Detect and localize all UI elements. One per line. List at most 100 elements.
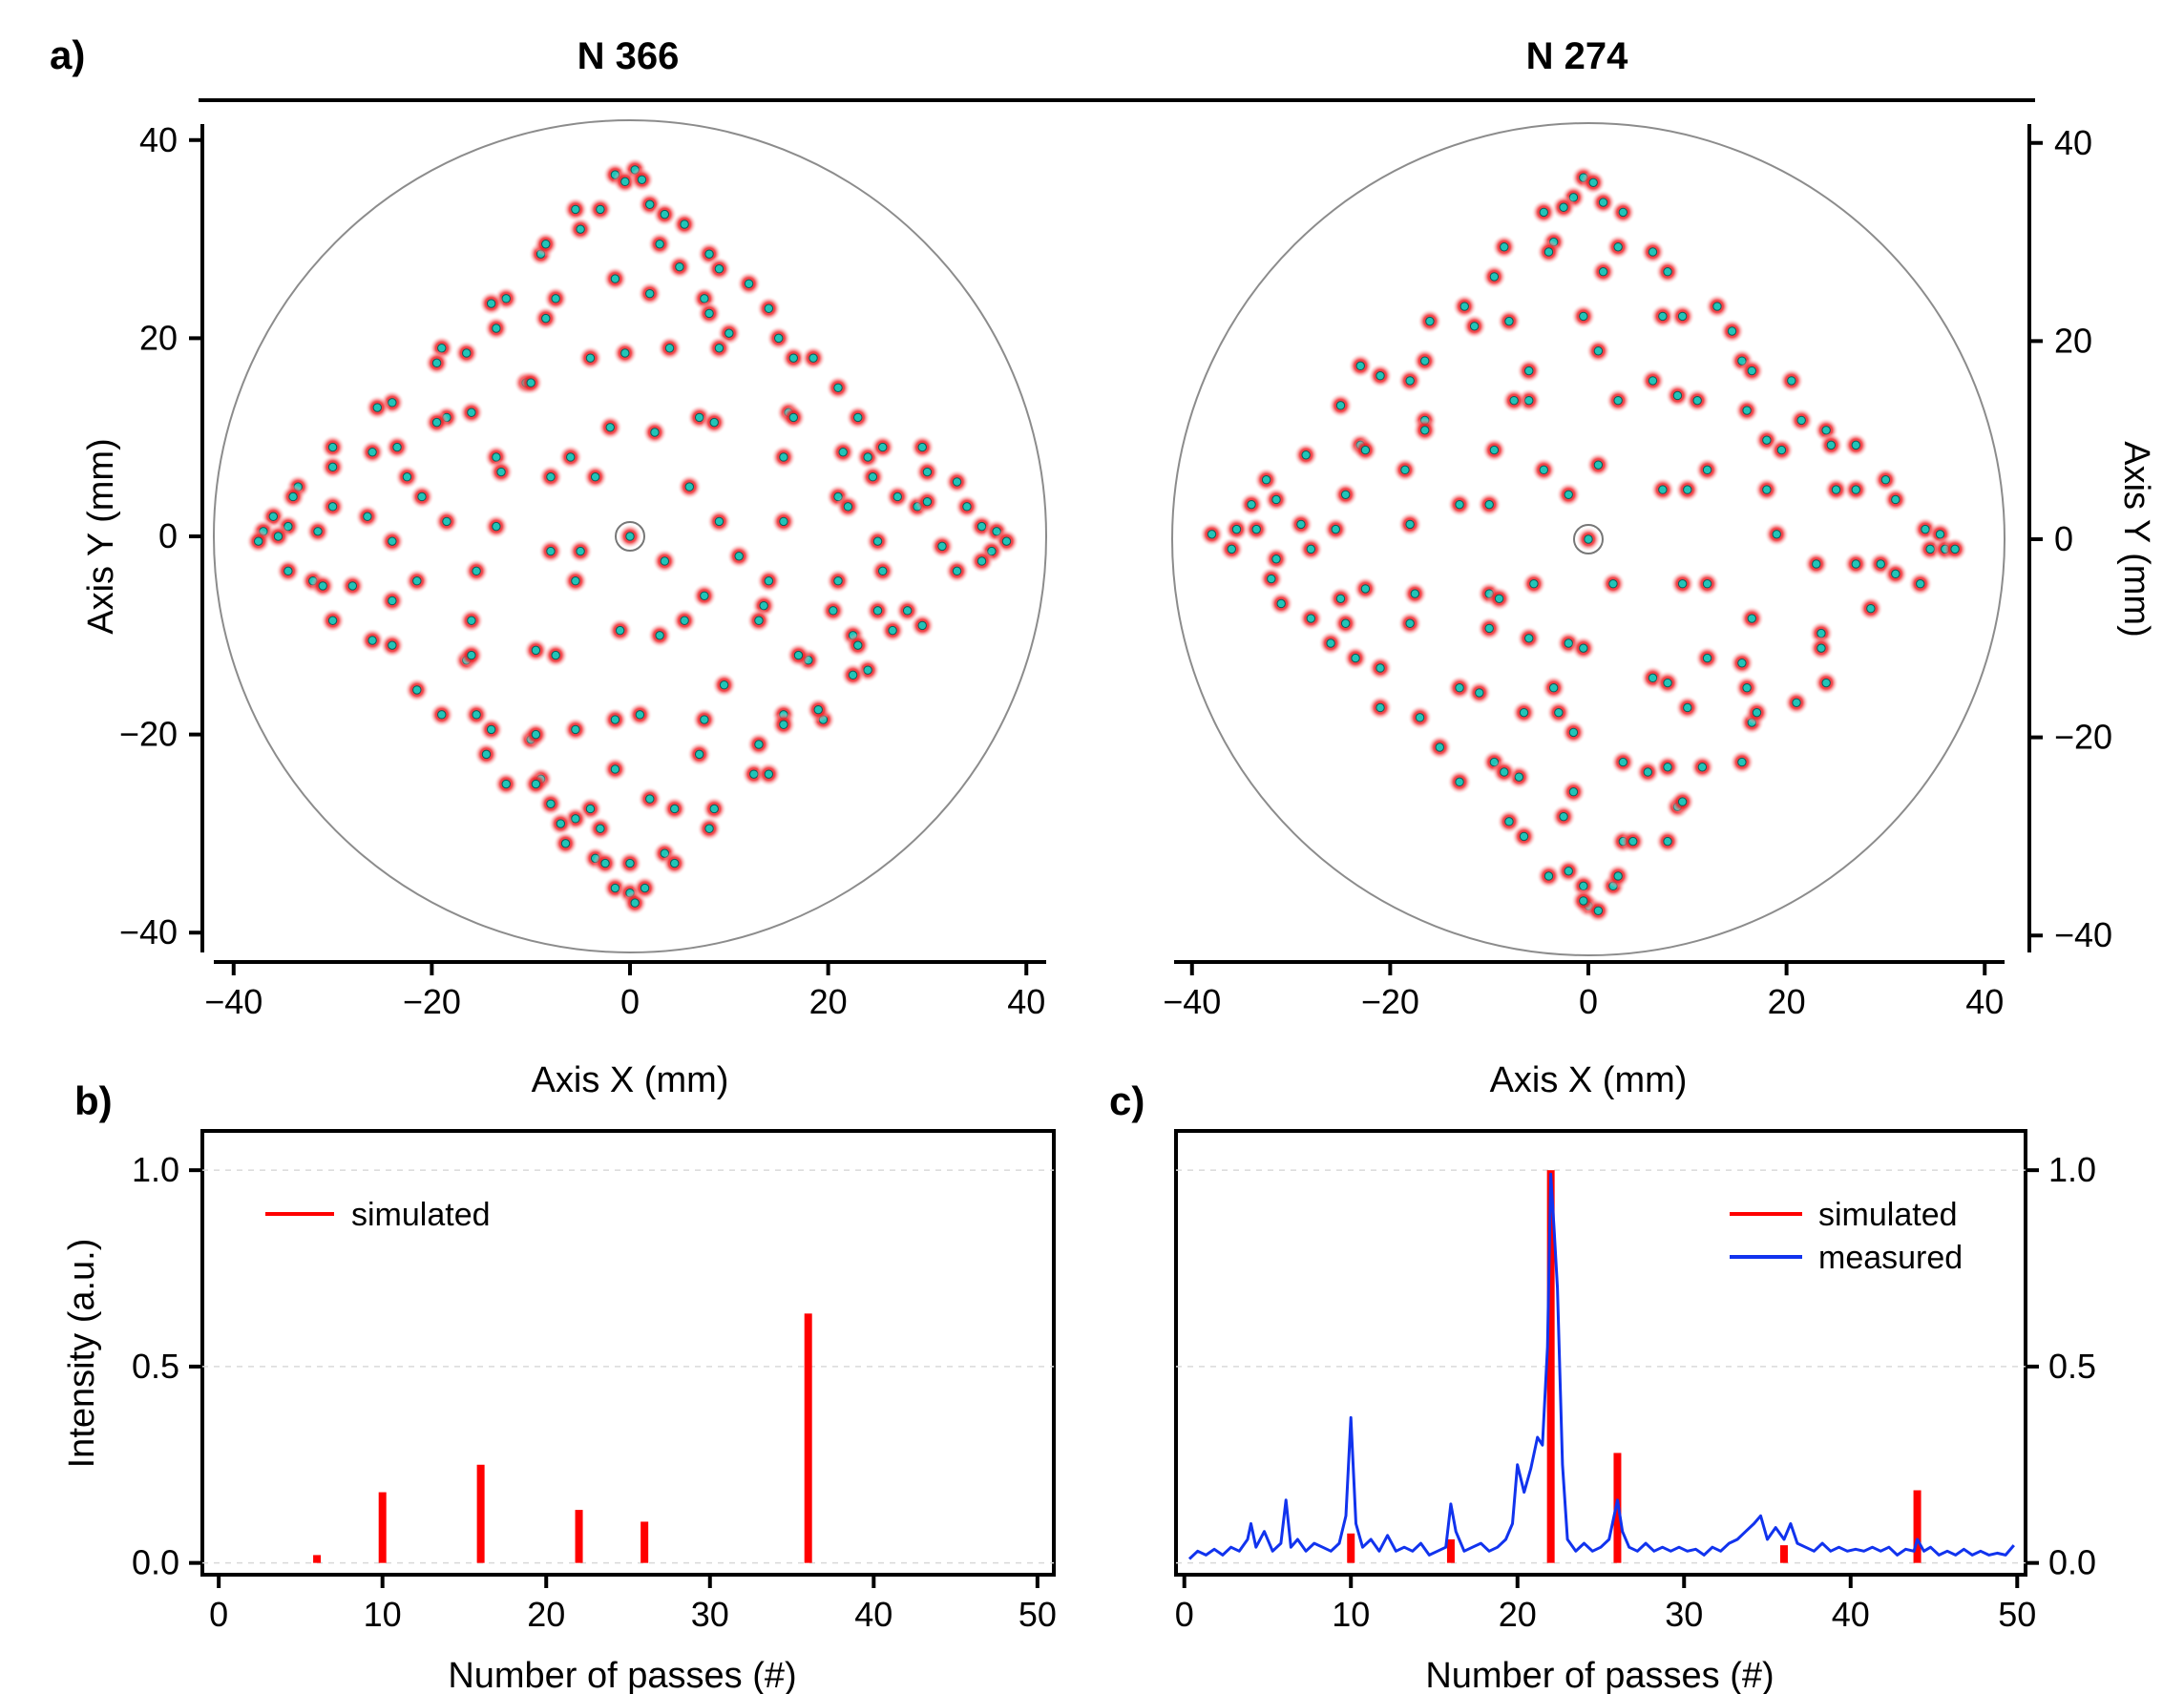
spot-left-99	[865, 529, 891, 554]
spot-core	[1500, 242, 1509, 252]
spot-core	[779, 452, 788, 462]
spot-right-90	[1353, 575, 1378, 601]
spot-right-40	[1665, 383, 1690, 408]
spot-core	[694, 749, 704, 760]
spot-core	[902, 606, 913, 616]
spot-right-95	[1600, 571, 1626, 596]
spot-core	[917, 442, 927, 452]
spot-core	[610, 274, 620, 283]
spot-left-63	[320, 454, 346, 480]
spot-core	[922, 467, 933, 477]
spot-core	[917, 620, 927, 631]
spot-core	[1683, 702, 1692, 713]
spot-right-68	[1823, 477, 1849, 503]
spot-right-139	[1655, 754, 1681, 780]
spot-core	[1355, 361, 1365, 371]
spot-right-57	[1818, 432, 1844, 458]
spot-core	[327, 462, 338, 472]
spot-right-60	[1239, 491, 1265, 517]
spot-left-64	[489, 459, 514, 485]
spot-right-34	[1368, 363, 1393, 388]
x-tick-label-b-1: 10	[364, 1595, 402, 1634]
column-title-right: N 274	[1526, 35, 1628, 77]
spot-left-53	[641, 420, 667, 445]
spot-core	[637, 175, 647, 184]
spot-right-64	[1556, 482, 1582, 508]
spot-core	[1742, 406, 1752, 415]
spot-left-15	[706, 256, 732, 282]
spot-right-17	[1704, 294, 1730, 320]
spot-core	[1405, 618, 1415, 628]
spot-core	[327, 502, 338, 512]
spot-left-10	[568, 217, 594, 242]
spot-core	[585, 353, 596, 363]
y-tick-label-b-1: 0.5	[132, 1347, 179, 1386]
spot-core	[1247, 499, 1256, 510]
spot-core	[833, 576, 843, 586]
spot-right-81	[1219, 536, 1245, 562]
spot-right-74	[1244, 516, 1270, 542]
spot-right-122	[1655, 670, 1681, 696]
spot-right-45	[1412, 417, 1438, 443]
spot-core	[1568, 787, 1579, 797]
spot-core	[878, 442, 888, 452]
spot-core	[1306, 544, 1316, 554]
spot-core	[576, 224, 585, 234]
spot-core	[1301, 450, 1311, 460]
spot-core	[829, 606, 838, 616]
spot-core	[1475, 688, 1484, 698]
spot-core	[531, 729, 541, 740]
center-hole-left	[615, 521, 645, 552]
spot-right-128	[1368, 695, 1393, 721]
spot-right-28	[1348, 353, 1374, 379]
spot-right-118	[1447, 675, 1473, 701]
spot-right-4	[1590, 190, 1616, 216]
spot-core	[976, 556, 987, 566]
spot-right-67	[1754, 477, 1779, 503]
spot-core	[1306, 614, 1316, 623]
spot-core	[1697, 763, 1708, 772]
spot-left-31	[453, 340, 479, 366]
x-ticks-b: 0 10 20 30 40 50	[209, 1575, 1057, 1634]
spot-left-128	[746, 608, 771, 634]
spot-right-157	[1606, 863, 1631, 889]
spot-left-89	[954, 493, 979, 519]
spot-right-6	[1551, 195, 1577, 220]
spot-core	[284, 566, 293, 576]
spot-core	[1677, 311, 1688, 322]
spot-core	[1425, 316, 1435, 326]
spot-left-66	[910, 434, 935, 460]
spot-core	[1267, 574, 1276, 584]
spot-core	[1420, 426, 1430, 435]
x-ticks-c: 0 10 20 30 40 50	[1175, 1575, 2036, 1634]
spot-right-13	[1640, 239, 1666, 264]
bar-simulated-b-2	[476, 1464, 485, 1563]
measured-line-c	[1187, 1172, 2015, 1560]
spot-core	[546, 472, 556, 482]
spot-core	[1737, 659, 1747, 668]
bar-simulated-c-4	[1779, 1545, 1788, 1563]
spot-core	[412, 685, 422, 695]
spot-core	[556, 819, 566, 828]
spot-core	[1564, 490, 1573, 499]
spot-core	[620, 348, 630, 358]
spot-core	[853, 412, 863, 423]
spot-right-39	[1606, 387, 1631, 413]
spot-core	[590, 472, 600, 482]
spot-core	[680, 616, 689, 625]
spot-core	[1752, 707, 1762, 718]
spot-core	[1529, 579, 1539, 589]
spot-core	[492, 324, 501, 333]
x-axis-title-b: Number of passes (#)	[448, 1656, 796, 1694]
spot-core	[392, 442, 402, 452]
y-ticks-left: −40 −20 0 20 40	[119, 120, 202, 952]
spot-right-43	[1789, 408, 1815, 433]
x-tick-label-c-2: 20	[1499, 1595, 1537, 1634]
x-tick-label-c-0: 0	[1175, 1595, 1194, 1634]
spot-core	[1326, 638, 1335, 648]
spot-right-35	[1328, 392, 1354, 418]
x-tick-label-c-1: 10	[1332, 1595, 1370, 1634]
spot-left-179	[618, 850, 642, 876]
spot-core	[1335, 401, 1346, 410]
